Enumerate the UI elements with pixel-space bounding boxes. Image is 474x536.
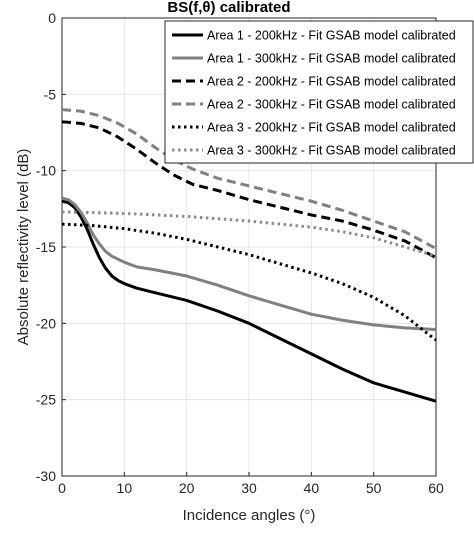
x-tick-label: 60: [428, 480, 444, 496]
series-line-4: [61, 108, 437, 250]
y-tick-label: -20: [36, 315, 56, 331]
series-group: [61, 108, 437, 403]
series-line-2: [61, 196, 437, 331]
y-axis-ticks: 0 -5 -10 -15 -20 -25 -30: [36, 10, 66, 484]
series-line-6: [61, 210, 437, 258]
y-tick-label: -15: [36, 239, 56, 255]
y-tick-label: -25: [36, 392, 56, 408]
y-tick-label: -5: [44, 86, 57, 102]
legend-label: Area 3 - 200kHz - Fit GSAB model calibra…: [207, 121, 456, 135]
y-tick-label: -10: [36, 163, 56, 179]
legend-label: Area 2 - 200kHz - Fit GSAB model calibra…: [207, 75, 456, 89]
chart-title: BS(f,θ) calibrated: [167, 0, 290, 16]
x-axis-ticks: 0 10 20 30 40 50 60: [58, 472, 444, 496]
legend-label: Area 3 - 300kHz - Fit GSAB model calibra…: [207, 144, 456, 158]
y-tick-label: -30: [36, 468, 56, 484]
x-tick-label: 0: [58, 480, 66, 496]
x-axis-label: Incidence angles (°): [183, 507, 316, 524]
x-tick-label: 30: [241, 480, 257, 496]
legend-label: Area 2 - 300kHz - Fit GSAB model calibra…: [207, 98, 456, 112]
legend-label: Area 1 - 200kHz - Fit GSAB model calibra…: [207, 29, 456, 43]
y-axis-label: Absolute reflectivity level (dB): [15, 149, 32, 346]
legend-box: [164, 20, 474, 164]
x-tick-label: 40: [304, 480, 320, 496]
x-tick-label: 10: [117, 480, 133, 496]
x-tick-label: 20: [179, 480, 195, 496]
legend: Area 1 - 200kHz - Fit GSAB model calibra…: [164, 20, 474, 164]
series-line-1: [61, 199, 437, 403]
y-tick-label: 0: [48, 10, 56, 26]
legend-label: Area 1 - 300kHz - Fit GSAB model calibra…: [207, 52, 456, 66]
series-line-3: [61, 120, 437, 260]
x-tick-label: 50: [366, 480, 382, 496]
